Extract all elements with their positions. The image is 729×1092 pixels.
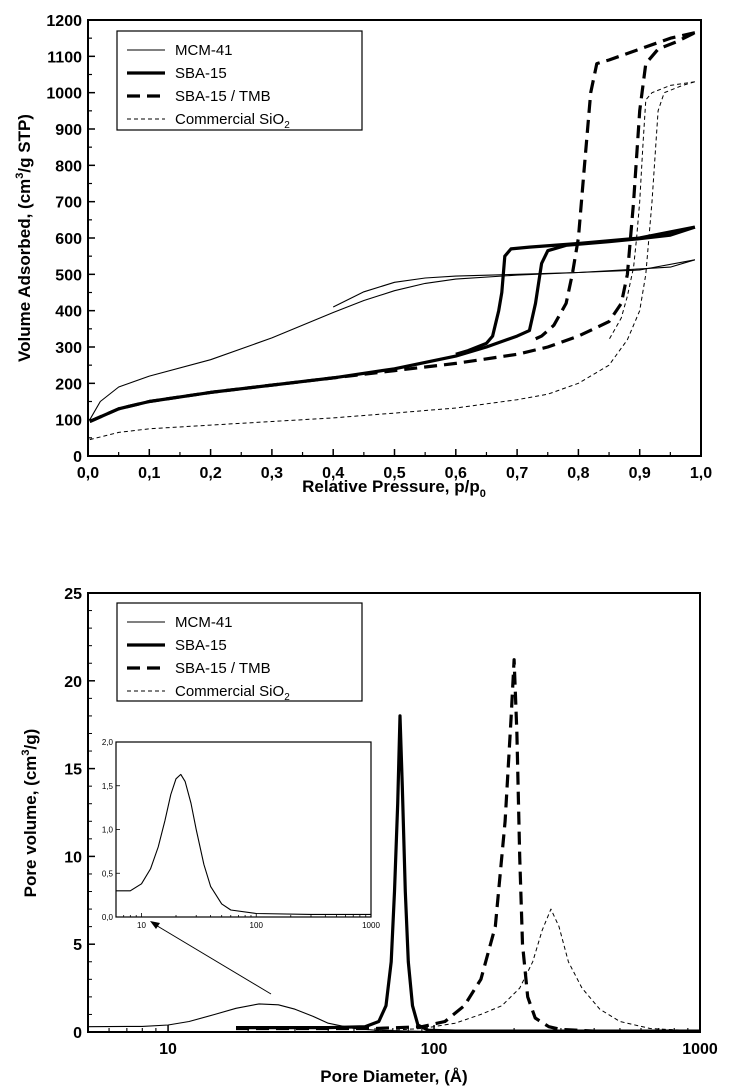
desorption-line-sba-15 <box>455 225 696 356</box>
desorption-line-mcm-41 <box>332 259 695 308</box>
isotherm-y-axis: 0 100 200 300 400 500 600 700 800 900 1000 1100 1200 <box>46 13 95 466</box>
isotherm-legend-label-mcm-41: MCM-41 <box>175 42 233 59</box>
series-commercial-sio <box>89 81 696 441</box>
x-tick-label: 0,3 <box>261 465 283 482</box>
y-tick-label: 0 <box>73 449 82 466</box>
pore-size-legend-label-sba-15-tmb: SBA-15 / TMB <box>175 660 271 677</box>
inset-series <box>116 773 371 915</box>
isotherm-y-axis-label: Volume Adsorbed, (cm3/g STP) <box>14 114 34 362</box>
series-sba-15-tmb <box>89 31 696 423</box>
y-tick-label: 15 <box>64 762 82 779</box>
isotherm-legend-label-sba-15: SBA-15 <box>175 65 227 82</box>
pore-size-y-axis: 0 5 10 15 20 25 <box>64 586 95 1042</box>
y-tick-label: 10 <box>64 849 82 866</box>
y-tick-label: 20 <box>64 674 82 691</box>
isotherm-legend-label-sba-15-tmb: SBA-15 / TMB <box>175 88 271 105</box>
pore-line-commercial-sio <box>374 908 701 1032</box>
y-tick-label: 800 <box>55 158 82 175</box>
x-tick-label: 0,8 <box>567 465 589 482</box>
y-tick-label: 100 <box>55 413 82 430</box>
pore-size-legend-label-sba-15: SBA-15 <box>175 637 227 654</box>
y-tick-label: 1100 <box>47 49 82 66</box>
inset-y-axis: 0,0 0,5 1,0 1,5 2,0 <box>102 738 120 922</box>
series-mcm-41 <box>89 259 696 420</box>
isotherm-chart: 0,0 0,1 0,2 0,3 0,4 0,5 0,6 0,7 0,8 0,9 1,0 0 100 20… <box>14 13 712 500</box>
inset-line-mcm-41 <box>116 773 371 915</box>
pore-size-legend-label-commercial-sio: Commercial SiO2 <box>175 683 290 703</box>
inset-chart: 10 100 1000 0,0 0,5 1,0 1,5 2,0 <box>102 738 381 930</box>
x-tick-label: 100 <box>421 1041 448 1058</box>
x-tick-label: 1,0 <box>690 465 712 482</box>
x-tick-label: 0,4 <box>322 465 344 482</box>
y-tick-label: 5 <box>73 937 82 954</box>
pore-size-x-axis-label: Pore Diameter, (Å) <box>320 1067 467 1086</box>
inset-plot-frame <box>115 741 372 918</box>
isotherm-legend-label-commercial-sio: Commercial SiO2 <box>175 111 290 131</box>
isotherm-x-axis: 0,0 0,1 0,2 0,3 0,4 0,5 0,6 0,7 0,8 0,9 1,0 <box>77 449 712 482</box>
adsorption-line-commercial-sio <box>89 81 696 441</box>
y-tick-label: 1200 <box>46 13 82 30</box>
inset-y-tick-label: 1,5 <box>102 782 114 791</box>
pore-size-legend-box <box>116 602 363 702</box>
x-tick-label: 0,9 <box>629 465 651 482</box>
isotherm-series <box>89 31 696 441</box>
pore-size-legend-label-mcm-41: MCM-41 <box>175 614 233 631</box>
x-tick-label: 0,5 <box>383 465 405 482</box>
x-tick-label: 0,6 <box>445 465 467 482</box>
pore-line-sba-15-tmb <box>236 658 700 1033</box>
inset-x-axis: 10 100 1000 <box>115 913 380 930</box>
y-tick-label: 200 <box>55 376 82 393</box>
y-tick-label: 500 <box>55 267 82 284</box>
y-tick-label: 900 <box>55 122 82 139</box>
inset-y-tick-label: 0,5 <box>102 869 114 878</box>
x-tick-label: 0,0 <box>77 465 99 482</box>
isotherm-legend-box <box>116 30 363 131</box>
y-tick-label: 300 <box>55 340 82 357</box>
x-tick-label: 0,1 <box>138 465 160 482</box>
inset-y-tick-label: 0,0 <box>102 913 114 922</box>
inset-x-tick-label: 100 <box>250 921 264 930</box>
inset-y-tick-label: 2,0 <box>102 738 114 747</box>
x-tick-label: 0,2 <box>199 465 221 482</box>
inset-x-tick-label: 1000 <box>362 921 380 930</box>
y-tick-label: 600 <box>55 231 82 248</box>
pore-size-chart: 10 100 1000 0 5 10 15 20 25 MCM-41 SBA-15 SBA-15 … <box>20 586 718 1086</box>
pore-size-series <box>87 658 701 1033</box>
y-tick-label: 1000 <box>46 86 82 103</box>
x-tick-label: 0,7 <box>506 465 528 482</box>
adsorption-line-sba-15-tmb <box>89 31 696 423</box>
pore-size-legend: MCM-41 SBA-15 SBA-15 / TMB Commercial SiO2 <box>116 602 363 703</box>
y-tick-label: 400 <box>55 304 82 321</box>
x-tick-label: 10 <box>159 1041 177 1058</box>
desorption-line-commercial-sio <box>608 81 695 340</box>
desorption-line-sba-15-tmb <box>528 31 696 344</box>
y-tick-label: 25 <box>64 586 82 603</box>
isotherm-x-axis-label: Relative Pressure, p/p0 <box>302 477 486 500</box>
pore-size-y-axis-label: Pore volume, (cm3/g) <box>20 729 40 898</box>
x-tick-label: 1000 <box>682 1041 718 1058</box>
y-tick-label: 700 <box>55 195 82 212</box>
pore-size-plot-frame <box>87 592 701 1033</box>
inset-x-tick-label: 10 <box>137 921 146 930</box>
isotherm-legend: MCM-41 SBA-15 SBA-15 / TMB Commercial SiO2 <box>116 30 363 131</box>
inset-y-tick-label: 1,0 <box>102 826 114 835</box>
y-tick-label: 0 <box>73 1025 82 1042</box>
inset-pointer-arrow <box>150 921 272 995</box>
